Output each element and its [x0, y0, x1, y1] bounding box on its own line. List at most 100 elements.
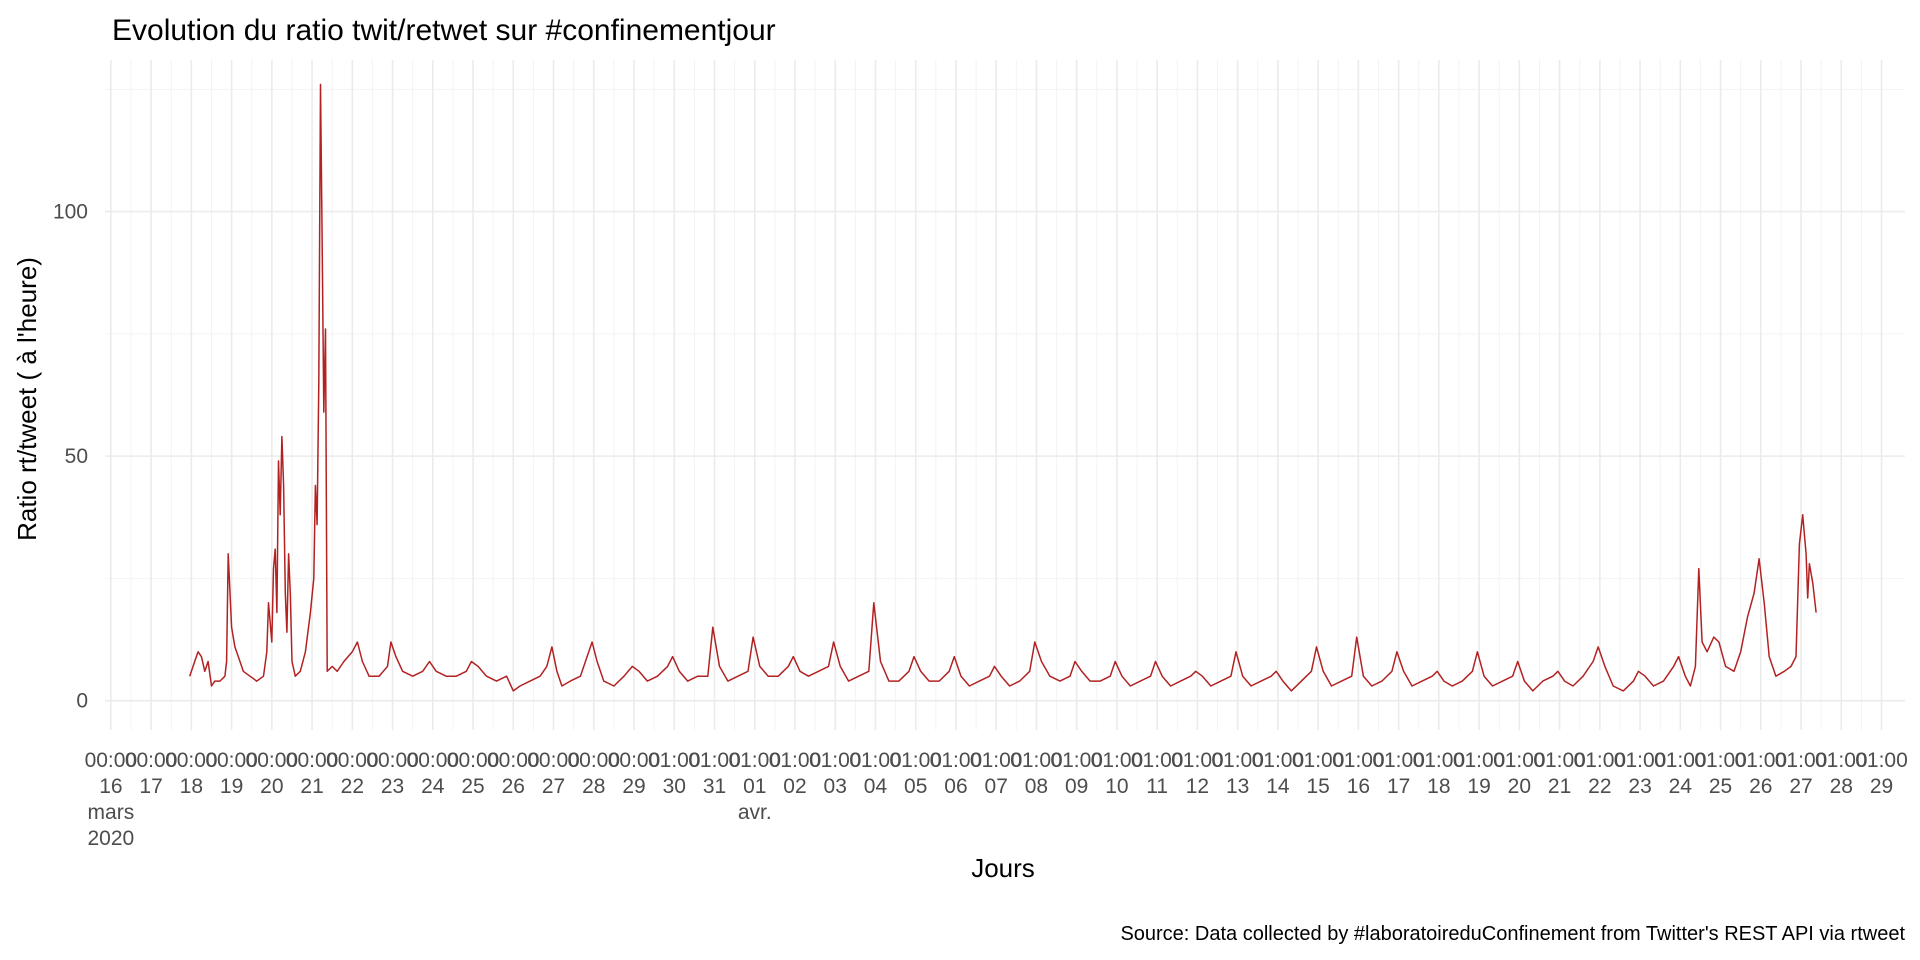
y-axis-title: Ratio rt/tweet ( à l'heure)	[12, 257, 42, 541]
x-tick-label-line: 24	[421, 775, 445, 798]
x-tick-label-line: 11	[1146, 775, 1168, 798]
y-tick-label: 100	[53, 201, 88, 224]
x-tick-label-line: 25	[1709, 775, 1732, 798]
x-tick-label-line: 01:00	[1091, 749, 1144, 772]
x-tick-label-line: 01:00	[1654, 749, 1707, 772]
x-tick-label-line: 26	[502, 775, 525, 798]
x-tick-label: 01:00 19	[1453, 749, 1506, 798]
x-tick-label-line: 25	[461, 775, 484, 798]
x-tick-label-line: 15	[1306, 775, 1329, 798]
x-tick-label-line: 07	[985, 775, 1008, 798]
x-tick-label: 01:00 02	[769, 749, 822, 798]
x-tick-label-line: 00:00	[286, 749, 339, 772]
x-tick-label-line: 01:00	[769, 749, 822, 772]
x-tick-label: 01:00 29	[1855, 749, 1908, 798]
x-tick-label-line: 19	[1467, 775, 1490, 798]
x-tick-label-line: 20	[260, 775, 283, 798]
x-tick-label-line: 28	[582, 775, 605, 798]
x-tick-label-line: 18	[1427, 775, 1450, 798]
y-axis-ticks: 0 50 100	[53, 201, 88, 713]
x-tick-label-line: 21	[1548, 775, 1571, 798]
x-tick-label-line: 24	[1669, 775, 1693, 798]
x-tick-label: 01:00 06	[930, 749, 983, 798]
series-layer	[188, 83, 1817, 692]
x-tick-label: 01:00 08	[1010, 749, 1063, 798]
x-tick-label-line: 29	[1870, 775, 1893, 798]
x-tick-label-line: 06	[944, 775, 967, 798]
x-tick-label-line: 23	[381, 775, 404, 798]
x-tick-label-line: 22	[341, 775, 364, 798]
series-line	[188, 83, 1817, 692]
x-tick-label-line: mars	[88, 801, 135, 824]
x-tick-label-line: 01:00	[648, 749, 701, 772]
x-tick-label-line: 00:00	[125, 749, 178, 772]
x-tick-label-line: 01:00	[889, 749, 942, 772]
x-tick-label: 01:00 12	[1171, 749, 1224, 798]
y-tick-label: 0	[76, 690, 88, 713]
x-tick-label-line: 20	[1508, 775, 1531, 798]
chart-caption: Source: Data collected by #laboratoiredu…	[1120, 923, 1905, 945]
x-axis-title: Jours	[971, 853, 1035, 883]
x-tick-label-line: 04	[864, 775, 888, 798]
x-tick-label: 01:00 11	[1131, 749, 1184, 798]
x-tick-label-line: 01:00	[1010, 749, 1063, 772]
x-tick-label-line: 01:00	[1332, 749, 1385, 772]
y-tick-label: 50	[65, 445, 88, 468]
x-tick-label: 01:00 17	[1372, 749, 1425, 798]
x-tick-label: 00:00 26	[487, 749, 540, 798]
x-tick-label: 01:00 10	[1091, 749, 1144, 798]
x-tick-label-line: 01:00	[1574, 749, 1627, 772]
x-tick-label-line: 02	[783, 775, 806, 798]
x-tick-label-line: 18	[180, 775, 203, 798]
x-tick-label: 01:00 09	[1050, 749, 1103, 798]
x-tick-label: 00:00 21	[286, 749, 339, 798]
x-tick-label-line: 01:00	[728, 749, 781, 772]
x-tick-label-line: 30	[663, 775, 686, 798]
x-tick-label-line: 29	[622, 775, 645, 798]
x-tick-label: 00:00 16 mars 2020	[85, 749, 138, 850]
x-tick-label-line: 00:00	[366, 749, 419, 772]
x-tick-label: 01:00 25	[1694, 749, 1747, 798]
x-tick-label-line: 03	[824, 775, 847, 798]
x-tick-label-line: 00:00	[326, 749, 379, 772]
x-tick-label-line: 00:00	[487, 749, 540, 772]
x-tick-label-line: 27	[542, 775, 565, 798]
x-tick-label: 01:00 18	[1413, 749, 1466, 798]
x-tick-label-line: 00:00	[205, 749, 258, 772]
x-tick-label: 00:00 27	[527, 749, 580, 798]
x-tick-label: 01:00 27	[1775, 749, 1828, 798]
x-tick-label: 01:00 21	[1533, 749, 1586, 798]
x-tick-label-line: avr.	[738, 801, 772, 824]
x-tick-label: 00:00 17	[125, 749, 178, 798]
x-tick-label-line: 01:00	[1372, 749, 1425, 772]
x-tick-label: 01:00 07	[970, 749, 1023, 798]
x-tick-label-line: 13	[1226, 775, 1249, 798]
x-tick-label-line: 01:00	[1855, 749, 1908, 772]
x-tick-label-line: 01:00	[1171, 749, 1224, 772]
x-tick-label-line: 00:00	[527, 749, 580, 772]
x-tick-label: 01:00 14	[1252, 749, 1305, 798]
x-tick-label: 01:00 16	[1332, 749, 1385, 798]
x-tick-label: 00:00 28	[567, 749, 620, 798]
x-tick-label-line: 21	[300, 775, 323, 798]
x-tick-label-line: 31	[703, 775, 726, 798]
x-tick-label-line: 01:00	[1614, 749, 1667, 772]
x-tick-label-line: 17	[1387, 775, 1410, 798]
x-tick-label-line: 28	[1830, 775, 1853, 798]
x-tick-label-line: 01:00	[1131, 749, 1184, 772]
x-tick-label: 00:00 18	[165, 749, 218, 798]
x-tick-label-line: 01:00	[1735, 749, 1788, 772]
x-tick-label: 01:00 24	[1654, 749, 1707, 798]
x-tick-label: 01:00 23	[1614, 749, 1667, 798]
x-tick-label-line: 01:00	[930, 749, 983, 772]
x-tick-label: 01:00 26	[1735, 749, 1788, 798]
x-tick-label: 01:00 31	[688, 749, 741, 798]
x-tick-label-line: 23	[1628, 775, 1651, 798]
x-tick-label-line: 09	[1065, 775, 1088, 798]
x-tick-label-line: 01:00	[1211, 749, 1264, 772]
x-tick-label-line: 01:00	[970, 749, 1023, 772]
x-tick-label: 00:00 24	[407, 749, 460, 798]
x-tick-label-line: 00:00	[407, 749, 460, 772]
x-tick-label-line: 00:00	[165, 749, 218, 772]
x-tick-label: 01:00 20	[1493, 749, 1546, 798]
